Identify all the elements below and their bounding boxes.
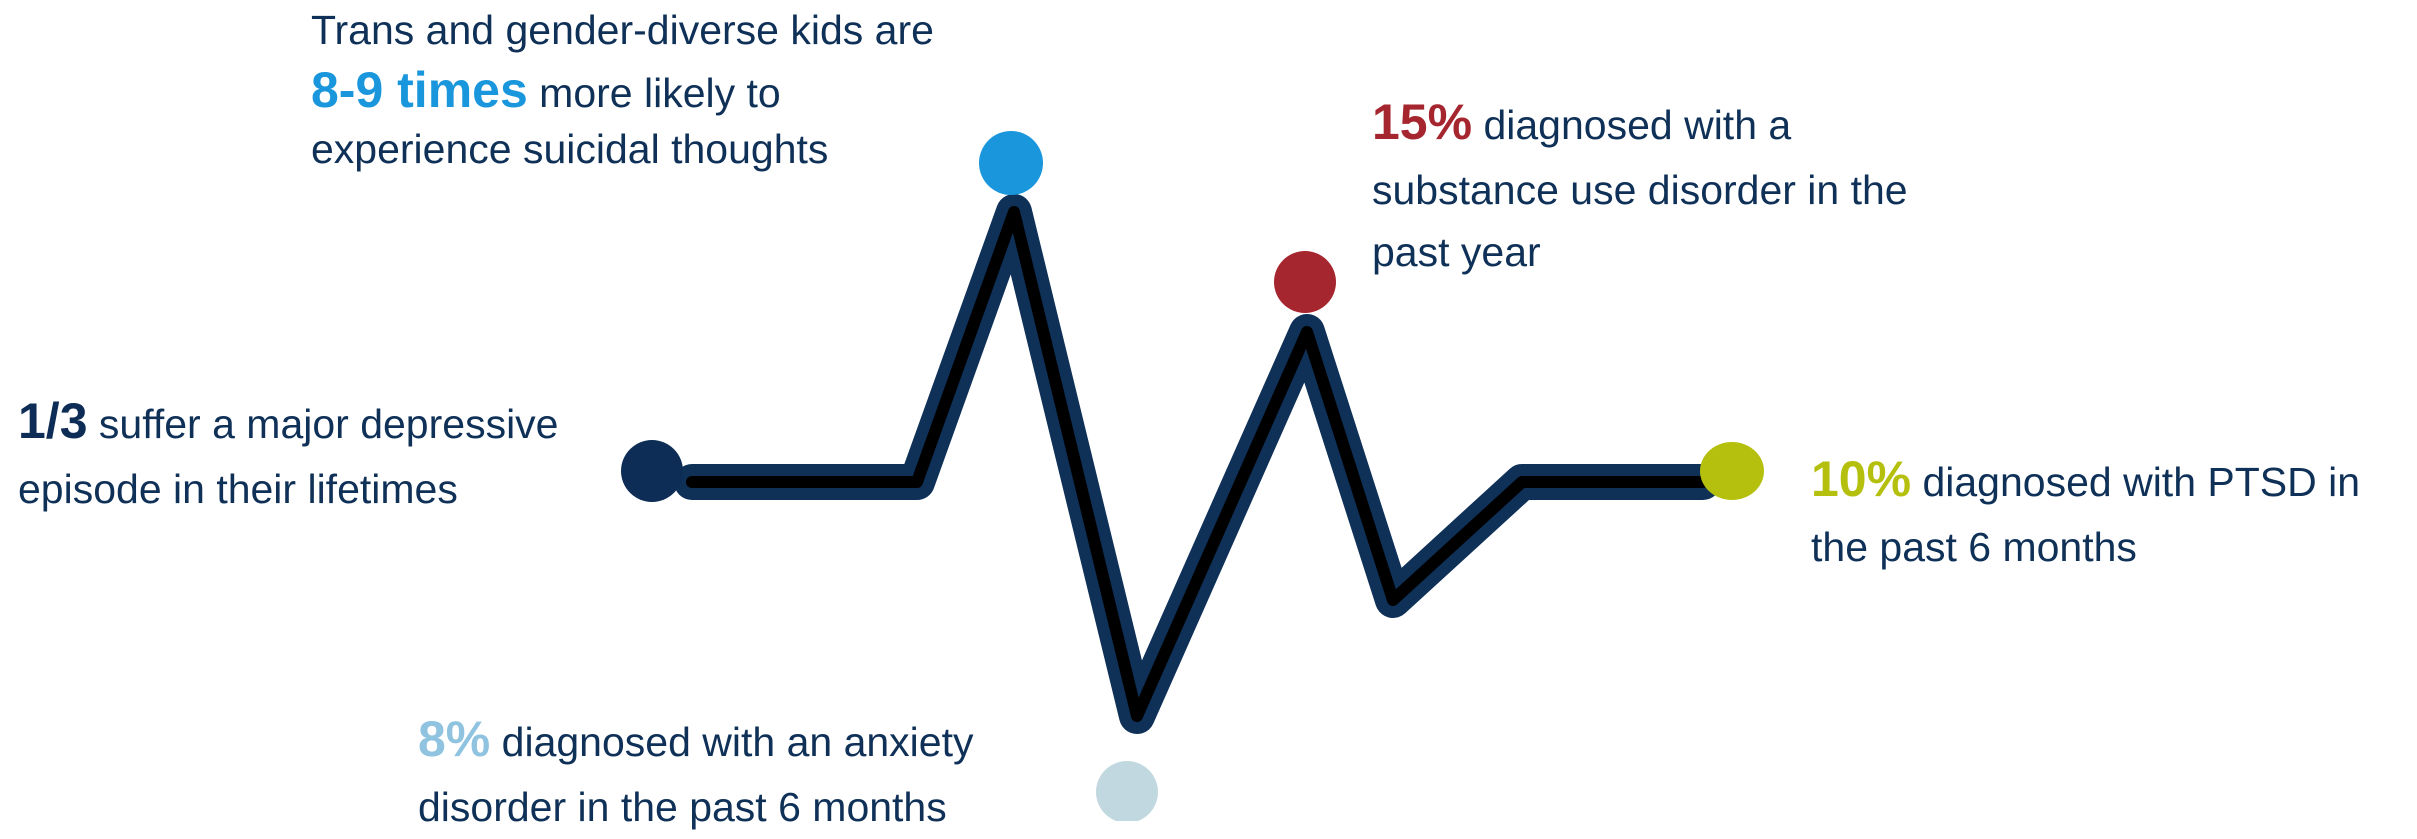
- anxiety-highlight: 8%: [418, 711, 491, 767]
- suicidal-text-line2: more likely to: [527, 69, 781, 116]
- suicidal-text-line1: Trans and gender-diverse kids are: [311, 7, 934, 53]
- heartbeat-line-graphic: [621, 131, 1764, 821]
- anxiety-text-line1: diagnosed with an anxiety: [490, 719, 974, 765]
- depression-dot: [621, 440, 683, 502]
- substance-text-line3: past year: [1372, 228, 1541, 275]
- depression-text-line1: suffer a major depressive: [87, 401, 559, 447]
- suicidal-stat: Trans and gender-diverse kids are 8-9 ti…: [311, 0, 934, 181]
- substance-stat: 15% diagnosed with a substance use disor…: [1372, 85, 1908, 283]
- ptsd-dot: [1700, 442, 1764, 500]
- substance-text-line1: diagnosed with a: [1472, 102, 1792, 148]
- substance-dot: [1274, 251, 1336, 313]
- suicidal-text-line3: experience suicidal thoughts: [311, 126, 829, 172]
- suicidal-dot: [979, 131, 1043, 195]
- substance-text-line2: substance use disorder in the: [1372, 167, 1908, 213]
- ptsd-stat: 10% diagnosed with PTSD in the past 6 mo…: [1811, 442, 2360, 579]
- anxiety-dot: [1096, 761, 1158, 821]
- depression-highlight: 1/3: [18, 393, 88, 449]
- depression-stat: 1/3 suffer a major depressive episode in…: [18, 384, 558, 521]
- depression-text-line2: episode in their lifetimes: [18, 466, 458, 512]
- anxiety-text-line2: disorder in the past 6 months: [418, 784, 947, 830]
- ptsd-highlight: 10%: [1811, 451, 1912, 507]
- substance-highlight: 15%: [1372, 94, 1473, 150]
- anxiety-stat: 8% diagnosed with an anxiety disorder in…: [418, 702, 973, 839]
- heartbeat-line-inner: [686, 206, 1709, 722]
- suicidal-highlight: 8-9 times: [311, 61, 528, 118]
- heartbeat-line-outer: [674, 194, 1721, 734]
- ptsd-text-line2: the past 6 months: [1811, 524, 2137, 570]
- ptsd-text-line1: diagnosed with PTSD in: [1911, 459, 2361, 505]
